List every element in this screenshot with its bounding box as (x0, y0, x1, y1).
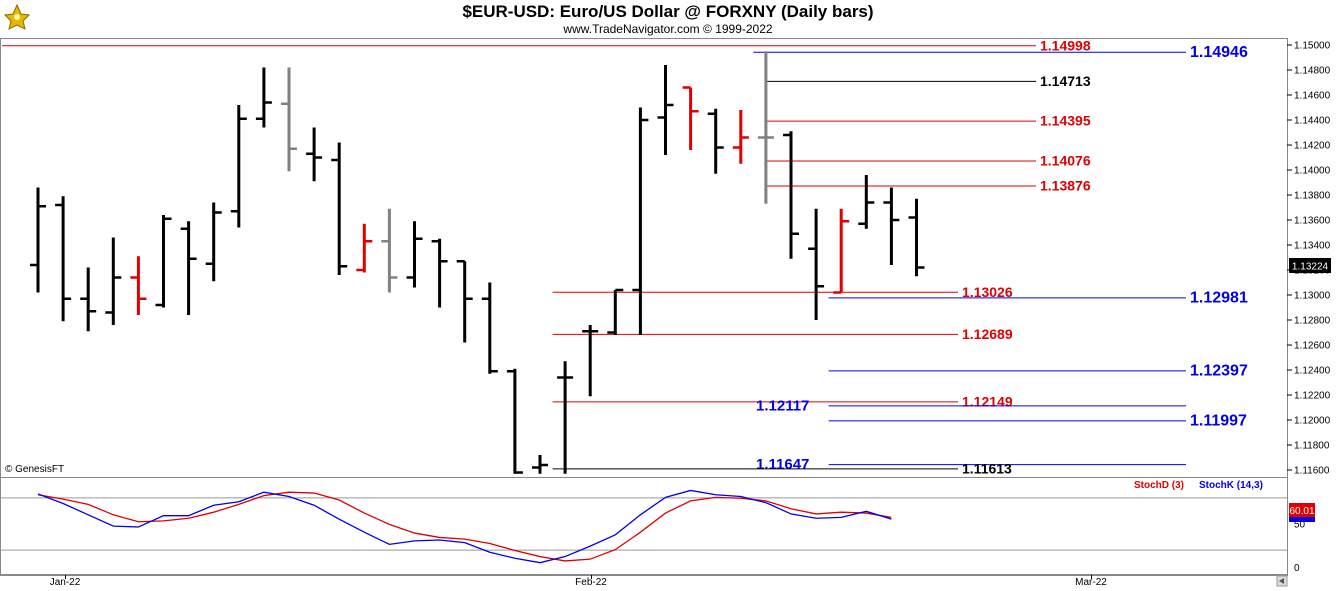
ohlc-bar (732, 110, 749, 164)
x-label-jan: Jan-22 (50, 577, 81, 588)
y-tick-label: 1.14800 (1294, 66, 1331, 77)
level-label: 1.12117 (756, 397, 809, 414)
level-label: 1.14946 (1190, 44, 1248, 61)
chart-title: $EUR-USD: Euro/US Dollar @ FORXNY (Daily… (462, 2, 874, 21)
ohlc-bar (808, 208, 825, 320)
y-tick-label: 1.14200 (1294, 141, 1331, 152)
ohlc-bar (532, 455, 548, 474)
ohlc-bar (883, 187, 900, 265)
y-tick-label: 1.12600 (1294, 341, 1331, 352)
y-tick-label: 1.14000 (1294, 166, 1331, 177)
stoch-lines (37, 489, 892, 564)
level-label: 1.11647 (756, 456, 809, 473)
ohlc-bar (180, 221, 197, 315)
stoch-panel-frame (0, 477, 1288, 575)
y-tick-label: 1.13800 (1294, 191, 1331, 202)
ohlc-bar (381, 208, 398, 293)
legend-stochk: StochK (14,3) (1199, 480, 1263, 491)
ohlc-bar (757, 51, 774, 204)
ohlc-bar (908, 198, 925, 277)
stoch-tick-label: 0 (1294, 563, 1300, 574)
level-label: 1.12397 (1190, 362, 1248, 379)
price-levels: 1.14998 1.14946 1.14713 1.14395 1.14076 1.138… (2, 37, 1248, 476)
level-label: 1.14395 (1040, 113, 1091, 129)
y-tick-label: 1.14400 (1294, 116, 1331, 127)
level-label: 1.14076 (1040, 153, 1091, 169)
genesis-credit: © GenesisFT (5, 464, 64, 475)
ohlc-bar (657, 65, 674, 155)
y-tick-label: 1.15000 (1294, 41, 1331, 52)
ohlc-bar (331, 142, 348, 275)
level-label: 1.14998 (1040, 37, 1091, 53)
y-tick-label: 1.13400 (1294, 241, 1331, 252)
ohlc-bar (456, 260, 473, 343)
stoch-last-marker: 60.01 (1289, 503, 1315, 522)
level-label: 1.13876 (1040, 178, 1091, 194)
y-tick-label: 1.11600 (1294, 466, 1330, 477)
ohlc-bar (55, 196, 72, 322)
ohlc-bar (230, 105, 247, 228)
ohlc-bar (105, 237, 122, 325)
level-label: 1.12981 (1190, 289, 1248, 306)
ohlc-bar (431, 238, 448, 308)
y-tick-label: 1.12200 (1294, 391, 1331, 402)
price-bars (30, 51, 925, 474)
ohlc-bar (155, 215, 172, 308)
ohlc-bar (306, 127, 323, 182)
level-label: 1.12689 (962, 326, 1013, 342)
ohlc-bar (632, 107, 649, 335)
ohlc-bar (506, 368, 523, 474)
ohlc-bar (80, 267, 97, 332)
stoch-axis: 50 0 (1294, 520, 1306, 575)
y-tick-label: 1.12400 (1294, 366, 1331, 377)
level-label: 1.13026 (962, 284, 1013, 300)
ohlc-bar (783, 131, 799, 259)
ohlc-bar (833, 208, 850, 294)
stoch-last-value: 60.01 (1289, 506, 1314, 517)
level-label: 1.12149 (962, 393, 1013, 409)
ohlc-bar (607, 288, 624, 335)
last-price-label: 1.13224 (1292, 262, 1329, 273)
date-axis: Jan-22 Feb-22 Mar-22 (0, 575, 1288, 588)
last-price-marker: 1.13224 (1289, 258, 1331, 273)
ohlc-bar (406, 221, 423, 288)
y-tick-label: 1.13600 (1294, 216, 1331, 227)
ohlc-bar (682, 86, 699, 150)
legend-stochd: StochD (3) (1134, 480, 1184, 491)
stoch-reference-lines (0, 497, 1287, 551)
y-tick-label: 1.12800 (1294, 316, 1331, 327)
ohlc-bar (30, 187, 46, 293)
level-label: 1.11997 (1190, 412, 1247, 429)
ohlc-bar (356, 223, 373, 273)
ohlc-bar (858, 175, 875, 229)
stoch-tick-label: 50 (1294, 520, 1306, 531)
chart-header: $EUR-USD: Euro/US Dollar @ FORXNY (Daily… (0, 0, 1336, 38)
x-label-feb: Feb-22 (575, 577, 607, 588)
ohlc-bar (582, 325, 599, 397)
x-label-mar: Mar-22 (1075, 577, 1107, 588)
ohlc-bar (557, 361, 574, 474)
scroll-arrows[interactable] (1276, 575, 1288, 587)
scroll-left-icon[interactable] (1279, 578, 1284, 584)
y-tick-label: 1.11800 (1294, 441, 1330, 452)
level-label: 1.14713 (1040, 73, 1091, 89)
genesis-logo-icon (3, 3, 31, 30)
level-label: 1.11613 (962, 460, 1012, 476)
ohlc-bar (281, 67, 297, 172)
ohlc-bar (707, 108, 724, 174)
ohlc-bar (130, 256, 147, 315)
chart-subtitle: www.TradeNavigator.com © 1999-2022 (563, 22, 773, 36)
ohlc-bar (255, 67, 272, 128)
y-tick-label: 1.14600 (1294, 91, 1331, 102)
ohlc-bar (205, 202, 222, 282)
y-tick-label: 1.12000 (1294, 416, 1331, 427)
y-tick-label: 1.13000 (1294, 291, 1331, 302)
ohlc-bar (481, 282, 498, 374)
stochk-line (37, 489, 892, 564)
